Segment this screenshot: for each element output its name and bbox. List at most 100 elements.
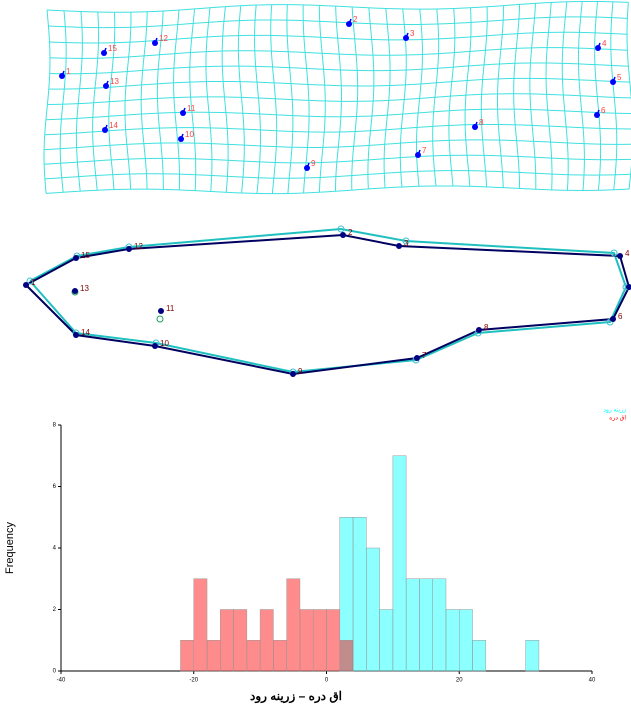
landmark-label: 1 (31, 278, 36, 287)
grid-line (47, 93, 631, 105)
grid-line (48, 16, 628, 29)
grid-line (254, 5, 262, 194)
landmark (290, 371, 296, 377)
reference-landmark (337, 225, 345, 233)
reference-landmark (610, 249, 618, 257)
landmark (23, 282, 29, 288)
landmark (72, 288, 78, 294)
grid-line (189, 8, 197, 191)
y-axis-label: Frequency (4, 522, 16, 574)
reference-landmark (156, 315, 164, 323)
landmark (101, 50, 107, 56)
landmark-label: 2 (353, 15, 358, 24)
landmark-label: 3 (404, 239, 409, 248)
grid-line (545, 2, 553, 190)
legend-entry: اق دره (609, 415, 626, 422)
x-tick-label: 20 (456, 678, 463, 684)
x-tick-label: -20 (189, 678, 198, 684)
landmark (178, 136, 184, 142)
landmark (126, 246, 132, 252)
landmark (340, 232, 346, 238)
grid-line (173, 10, 181, 190)
landmark-label: 8 (479, 118, 484, 127)
grid-line (415, 9, 423, 187)
histogram-bar (419, 578, 433, 672)
landmark-label: 14 (109, 121, 118, 130)
landmark-label: 2 (348, 228, 353, 237)
grid-line (92, 11, 100, 191)
histogram-bar (220, 609, 234, 672)
landmark (73, 255, 79, 261)
landmark-label: 4 (602, 39, 607, 48)
landmark (396, 243, 402, 249)
grid-line (44, 139, 631, 151)
landmark (415, 152, 421, 158)
histogram-bar (405, 578, 420, 672)
landmark (103, 83, 109, 89)
landmark (472, 124, 478, 130)
histogram-bar (392, 455, 407, 672)
histogram-bar (445, 609, 460, 672)
histogram-bar (459, 609, 473, 672)
grid-line (43, 9, 51, 194)
landmark-label: 15 (81, 251, 90, 260)
landmark-label: 9 (298, 367, 303, 376)
histogram-bar (379, 609, 394, 672)
grid-line (108, 12, 116, 190)
grid-line (383, 8, 391, 188)
grid-line (513, 4, 521, 189)
grid-line (367, 7, 375, 189)
landmark-label: 1 (66, 67, 71, 76)
grid-line (626, 2, 631, 190)
landmark (610, 316, 616, 322)
y-tick-label: 8 (53, 423, 57, 429)
landmark (152, 40, 158, 46)
grid-line (335, 6, 342, 192)
landmark (73, 332, 79, 338)
landmark-label: 11 (187, 104, 196, 113)
outline-target (25, 233, 631, 376)
landmark-label: 9 (311, 159, 316, 168)
landmark (346, 21, 352, 27)
landmark (626, 284, 631, 290)
y-tick-label: 6 (53, 484, 57, 490)
grid-line (205, 7, 213, 192)
grid-line (140, 11, 148, 190)
x-tick-label: -40 (57, 678, 66, 684)
landmark (102, 127, 108, 133)
landmark-label: 6 (601, 106, 606, 115)
grid-line (561, 1, 569, 191)
histogram-bar (206, 640, 221, 672)
x-axis-label: اق دره – زرینه رود (250, 689, 342, 704)
grid-line (44, 123, 631, 136)
landmark-label: 11 (166, 304, 175, 313)
grid-line (577, 1, 585, 191)
landmark (180, 110, 186, 116)
histogram-bar (472, 640, 487, 672)
grid-line (46, 185, 630, 195)
landmark-label: 13 (80, 284, 89, 293)
landmark-label: 13 (110, 77, 119, 86)
grid-line (432, 8, 440, 187)
histogram-bar (299, 609, 314, 672)
histogram-bar (326, 609, 341, 672)
histogram-bar (432, 578, 447, 672)
histogram-bar (233, 609, 248, 672)
grid-line (221, 6, 229, 193)
landmark (59, 73, 65, 79)
reference-landmark (402, 237, 410, 245)
landmark-label: 6 (618, 312, 623, 321)
grid-line (302, 4, 310, 194)
landmark (476, 327, 482, 333)
histogram-bar (180, 640, 195, 672)
grid-line (156, 10, 164, 190)
grid-line (286, 4, 294, 194)
landmark-label: 8 (484, 323, 489, 332)
grid-line (44, 170, 631, 180)
grid-line (237, 5, 245, 194)
landmark (403, 35, 409, 41)
reference-landmark (26, 277, 34, 285)
grid-line (270, 4, 278, 194)
x-tick-label: 0 (325, 678, 329, 684)
